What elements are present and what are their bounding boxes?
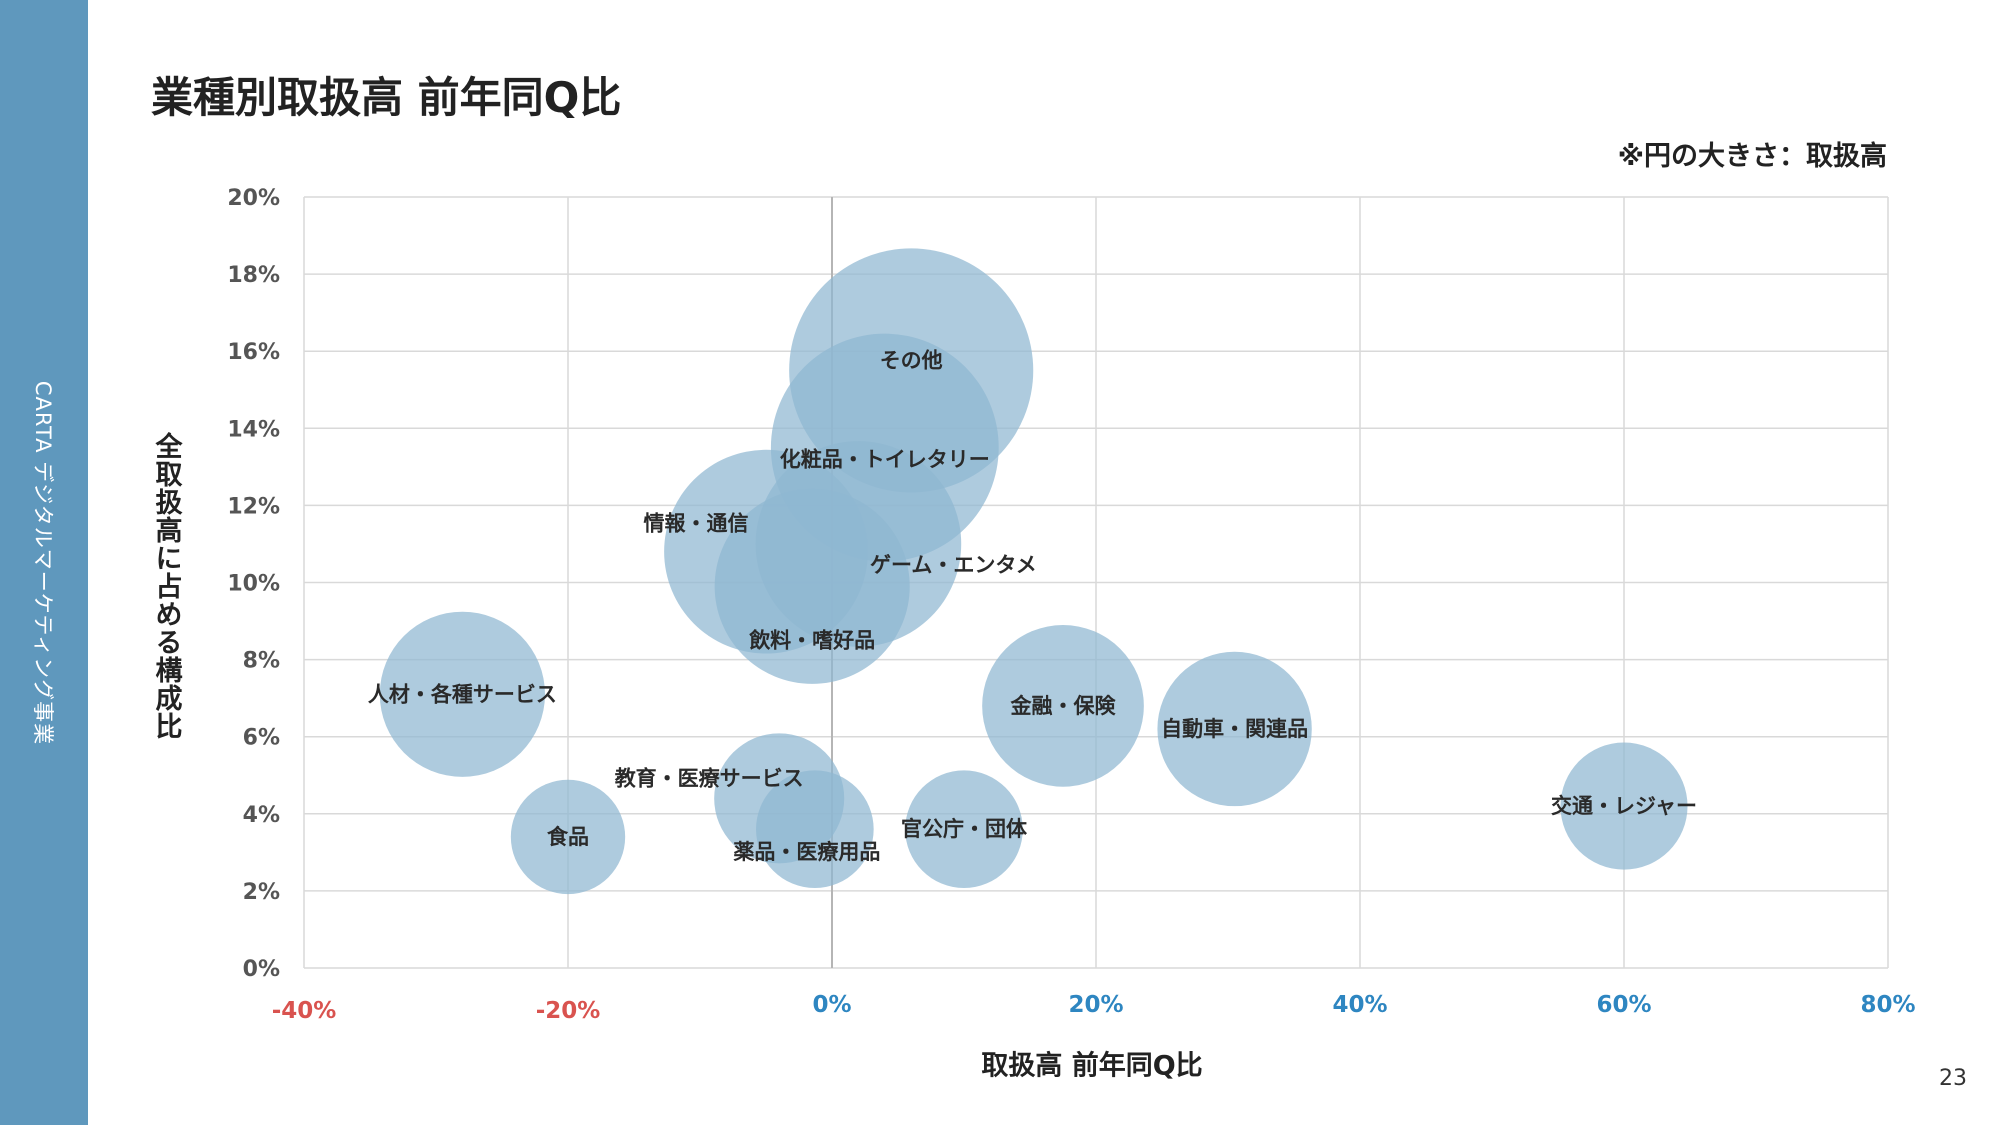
bubble	[714, 488, 910, 684]
bubble	[379, 611, 546, 777]
bubble	[756, 770, 874, 889]
bubble-label: 食品	[547, 825, 589, 849]
x-axis-label: 取扱高 前年同Q比	[981, 1050, 1203, 1082]
bubble	[510, 779, 626, 895]
bubble-label: 飲料・嗜好品	[748, 628, 875, 652]
y-tick-label: 16%	[227, 340, 280, 365]
bubble-label: 人材・各種サービス	[368, 682, 557, 706]
y-tick-label: 2%	[243, 880, 280, 905]
bubble-label: 教育・医療サービス	[615, 766, 804, 790]
bubble-label: 自動車・関連品	[1161, 717, 1308, 741]
y-tick-label: 20%	[227, 186, 280, 211]
y-axis-label: 全取扱高に占める構成比	[150, 432, 182, 740]
y-tick-label: 0%	[243, 957, 280, 982]
x-tick-label: -20%	[536, 998, 601, 1024]
sidebar: CARTA デジタルマーケティング事業	[0, 0, 88, 1125]
x-tick-label: 20%	[1068, 992, 1123, 1018]
bubble-size-note: ※円の大きさ：取扱高	[1617, 141, 1887, 172]
y-tick-label: 6%	[243, 726, 280, 751]
y-tick-label: 10%	[227, 572, 280, 597]
x-tick-label: 80%	[1860, 992, 1915, 1018]
y-tick-label: 8%	[243, 649, 280, 674]
bubble-label: 化粧品・トイレタリー	[780, 448, 990, 472]
bubble-label: 金融・保険	[1010, 694, 1117, 718]
y-tick-label: 4%	[243, 803, 280, 828]
bubble	[982, 625, 1144, 787]
y-tick-label: 18%	[227, 263, 280, 288]
chart-title: 業種別取扱高 前年同Q比	[151, 73, 622, 122]
x-tick-label: -40%	[272, 998, 337, 1024]
bubble-label: 情報・通信	[644, 512, 749, 536]
page-number: 23	[1939, 1066, 1967, 1091]
y-tick-label: 12%	[227, 494, 280, 519]
bubble-label: 官公庁・団体	[901, 817, 1028, 841]
bubble-label: 交通・レジャー	[1551, 794, 1697, 818]
bubble	[1157, 651, 1312, 807]
x-tick-label: 60%	[1596, 992, 1651, 1018]
bubble-label: 薬品・医療用品	[733, 840, 880, 864]
bubble	[1560, 742, 1688, 870]
bubble-label: その他	[880, 348, 943, 372]
y-tick-label: 14%	[227, 417, 280, 442]
bubble-label: ゲーム・エンタメ	[870, 553, 1037, 577]
bubble	[905, 770, 1023, 889]
x-tick-label: 0%	[812, 992, 851, 1018]
x-tick-label: 40%	[1332, 992, 1387, 1018]
